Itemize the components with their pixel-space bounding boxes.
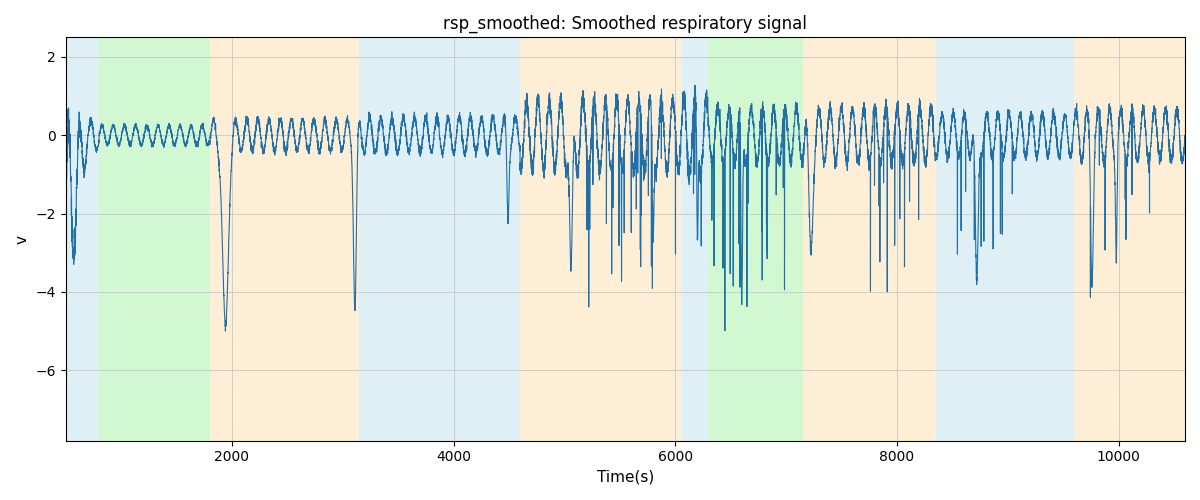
Bar	[210, 38, 360, 440]
Bar	[66, 38, 100, 440]
X-axis label: Time(s): Time(s)	[596, 470, 654, 485]
Title: rsp_smoothed: Smoothed respiratory signal: rsp_smoothed: Smoothed respiratory signa…	[444, 15, 808, 34]
Bar	[360, 38, 520, 440]
Bar	[936, 38, 1074, 440]
Bar	[803, 38, 936, 440]
Bar	[100, 38, 210, 440]
Bar	[1074, 38, 1184, 440]
Bar	[680, 38, 708, 440]
Y-axis label: v: v	[16, 234, 30, 244]
Bar	[520, 38, 680, 440]
Bar	[708, 38, 803, 440]
